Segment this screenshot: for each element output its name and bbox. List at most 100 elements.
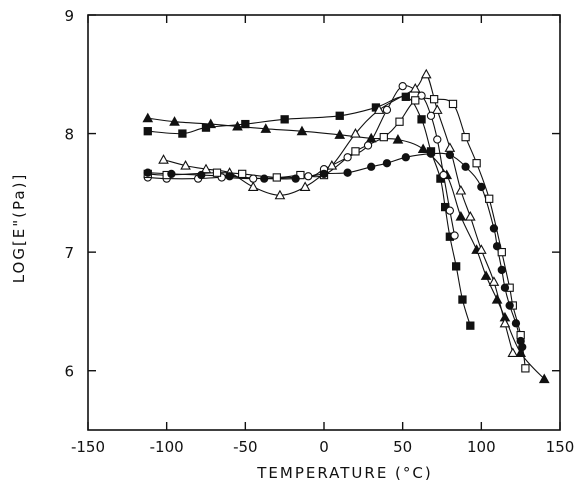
data-point-open-triangle — [350, 128, 361, 138]
data-point-open-circle — [363, 141, 373, 150]
data-point-filled-triangle — [455, 211, 467, 221]
data-point-filled-square — [280, 115, 289, 124]
data-point-filled-triangle — [538, 373, 550, 384]
data-point-open-triangle — [464, 211, 476, 221]
data-point-filled-square — [466, 321, 475, 330]
data-point-filled-circle — [518, 342, 527, 352]
data-point-filled-circle — [260, 174, 269, 183]
data-point-filled-circle — [343, 168, 352, 177]
data-point-open-square — [472, 159, 481, 168]
data-point-open-square — [448, 99, 458, 109]
data-point-filled-triangle — [515, 347, 527, 357]
plot-frame — [87, 14, 561, 431]
data-point-open-triangle — [409, 82, 421, 93]
data-point-open-square — [272, 173, 281, 182]
data-point-open-square — [521, 364, 530, 373]
data-point-open-square — [497, 247, 506, 257]
data-point-open-circle — [450, 231, 459, 240]
data-point-filled-square — [335, 111, 344, 120]
data-curves — [147, 73, 545, 380]
data-point-open-triangle — [420, 68, 432, 79]
data-point-open-circle — [439, 170, 448, 180]
data-point-filled-triangle — [417, 143, 429, 154]
data-point-filled-triangle — [392, 133, 404, 144]
data-point-open-circle — [426, 111, 436, 120]
series-line-filled-square — [147, 96, 471, 326]
data-point-filled-square — [178, 129, 187, 138]
data-point-filled-triangle — [491, 294, 503, 304]
x-tick-label: 0 — [319, 438, 329, 456]
x-tick-label: -150 — [71, 438, 105, 456]
data-point-filled-triangle — [232, 120, 243, 131]
data-point-filled-circle — [489, 224, 499, 233]
data-point-open-circle — [249, 174, 258, 183]
data-point-filled-circle — [505, 301, 514, 310]
data-point-filled-square — [143, 127, 152, 136]
data-point-open-square — [238, 169, 247, 179]
data-point-open-square — [379, 132, 388, 142]
data-point-open-circle — [304, 172, 313, 181]
data-point-filled-circle — [167, 169, 176, 179]
data-point-filled-circle — [492, 242, 502, 251]
data-point-open-triangle — [247, 181, 259, 191]
data-point-filled-triangle — [480, 270, 492, 280]
x-axis-title: TEMPERATURE (°C) — [256, 464, 433, 482]
data-point-filled-triangle — [205, 118, 217, 129]
data-point-filled-triangle — [260, 123, 272, 133]
data-point-open-triangle — [507, 347, 519, 357]
data-point-filled-square — [452, 262, 461, 271]
data-point-open-triangle — [488, 276, 500, 286]
data-point-open-circle — [398, 81, 407, 91]
data-point-filled-circle — [197, 170, 206, 180]
data-point-open-triangle — [326, 160, 338, 170]
data-point-filled-circle — [426, 149, 436, 158]
x-tick-label: 100 — [467, 438, 496, 456]
data-point-open-triangle — [299, 181, 311, 191]
plot-axes: -150 -100 -50 0 50 100 150 6 7 8 9 — [64, 7, 574, 456]
data-point-open-triangle — [180, 160, 191, 170]
data-point-open-circle — [417, 91, 426, 100]
data-point-filled-circle — [500, 283, 510, 292]
x-tick-label: 50 — [393, 438, 412, 456]
x-tick-label: -100 — [150, 438, 184, 456]
data-point-filled-triangle — [169, 116, 180, 126]
data-point-filled-circle — [382, 159, 392, 168]
data-point-filled-square — [417, 115, 426, 124]
data-point-open-square — [395, 117, 404, 126]
data-point-open-square — [461, 132, 470, 142]
data-point-filled-circle — [445, 150, 455, 160]
data-point-filled-triangle — [365, 132, 377, 143]
data-point-filled-circle — [225, 172, 234, 181]
data-point-filled-square — [241, 119, 250, 129]
x-tick-label: 150 — [546, 438, 575, 456]
data-point-open-square — [429, 95, 439, 104]
data-point-filled-triangle — [334, 129, 346, 139]
data-point-filled-square — [401, 92, 410, 101]
data-markers — [142, 68, 550, 384]
data-point-open-triangle — [431, 104, 443, 114]
data-point-open-triangle — [455, 184, 467, 195]
data-point-filled-circle — [477, 182, 486, 192]
data-point-filled-circle — [497, 265, 506, 275]
data-point-open-square — [485, 194, 494, 203]
data-point-filled-circle — [367, 162, 376, 171]
series-line-filled-circle — [147, 152, 523, 348]
data-point-open-square — [212, 168, 222, 177]
data-point-filled-circle — [461, 162, 470, 171]
data-point-filled-triangle — [142, 112, 154, 123]
data-point-open-square — [351, 147, 360, 156]
data-point-open-circle — [445, 206, 455, 215]
data-point-open-circle — [343, 153, 352, 162]
data-point-filled-triangle — [296, 125, 308, 136]
data-point-open-triangle — [444, 142, 456, 152]
y-tick-label: 8 — [64, 126, 74, 144]
data-point-filled-circle — [401, 153, 410, 162]
data-point-open-triangle — [499, 317, 511, 328]
data-point-open-triangle — [373, 104, 385, 114]
x-tick-label: -50 — [233, 438, 258, 456]
data-point-filled-circle — [319, 169, 329, 179]
data-point-filled-circle — [143, 168, 152, 177]
data-point-open-square — [411, 96, 420, 105]
y-tick-label: 7 — [64, 244, 74, 262]
